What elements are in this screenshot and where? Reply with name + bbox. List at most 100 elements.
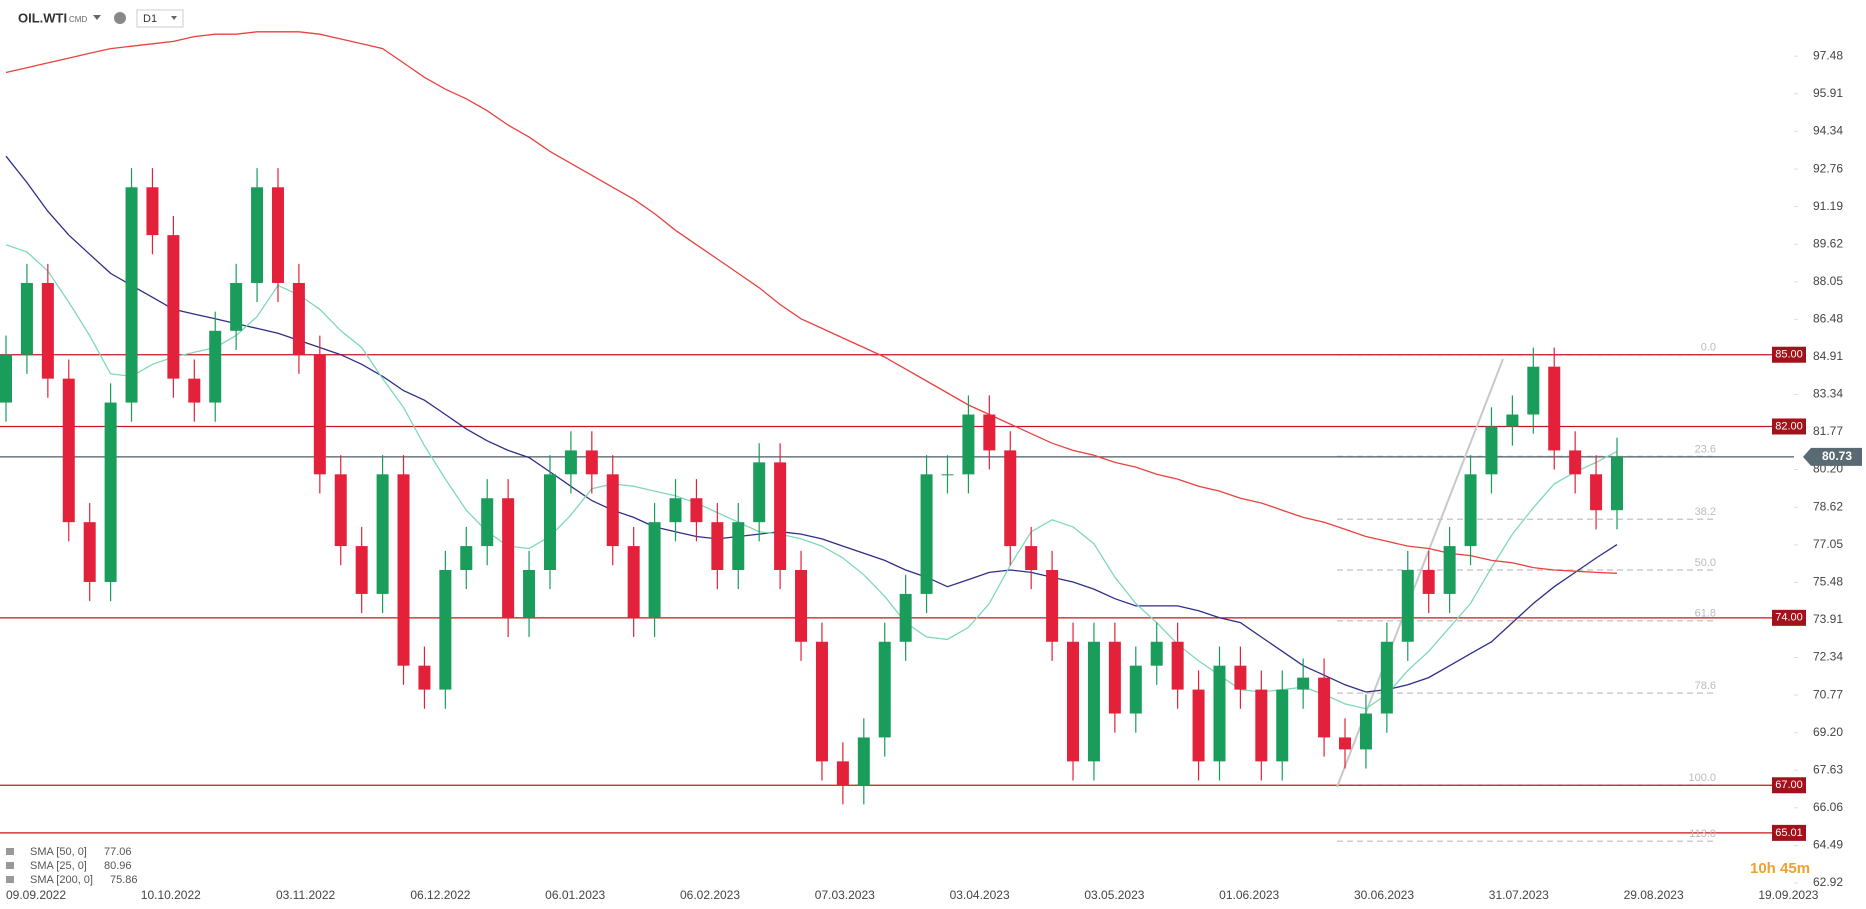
candle-body bbox=[1067, 641, 1080, 762]
y-tick-label: 70.77 bbox=[1813, 687, 1843, 701]
candle-body bbox=[167, 235, 180, 379]
candle-body bbox=[481, 498, 494, 547]
y-tick-label: 83.34 bbox=[1813, 387, 1843, 401]
candle-body bbox=[1443, 546, 1456, 594]
y-tick-label: 75.48 bbox=[1813, 575, 1843, 589]
fib-ratio: 23.6 bbox=[1695, 443, 1716, 455]
fib-ratio: 113.0 bbox=[1689, 828, 1716, 840]
x-tick-label: 09.09.2022 bbox=[6, 888, 66, 902]
x-tick-label: 03.05.2023 bbox=[1084, 888, 1144, 902]
candle-body bbox=[732, 522, 745, 571]
candle-body bbox=[1108, 641, 1121, 714]
level-label-box bbox=[1772, 609, 1806, 626]
candle-body bbox=[1087, 641, 1100, 762]
candle-body bbox=[1192, 689, 1205, 762]
candle-body bbox=[753, 462, 766, 523]
candle-body bbox=[1129, 665, 1142, 714]
interval-dropdown[interactable] bbox=[171, 16, 177, 20]
candle-body bbox=[460, 546, 473, 571]
candle-body bbox=[983, 414, 996, 451]
fib-ratio: 61.8 bbox=[1695, 608, 1716, 620]
level-label-box bbox=[1772, 777, 1806, 794]
current-price-label: 80.73 bbox=[1822, 449, 1852, 463]
level-label-box bbox=[1772, 824, 1806, 841]
candle-body bbox=[669, 498, 682, 523]
candle-body bbox=[690, 498, 703, 523]
y-tick-label: 88.05 bbox=[1813, 274, 1843, 288]
candle-body bbox=[857, 737, 870, 786]
candle-body bbox=[1150, 641, 1163, 666]
candle-body bbox=[271, 187, 284, 283]
y-tick-label: 86.48 bbox=[1813, 311, 1843, 325]
candle-body bbox=[83, 522, 96, 582]
candle-body bbox=[334, 474, 347, 547]
x-tick-label: 29.08.2023 bbox=[1624, 888, 1684, 902]
fib-ratio: 0.0 bbox=[1701, 342, 1716, 354]
interval-box[interactable] bbox=[136, 9, 184, 28]
candle-body bbox=[1213, 665, 1226, 762]
x-tick-label: 06.01.2023 bbox=[545, 888, 605, 902]
interval[interactable]: D1 bbox=[143, 13, 157, 25]
candle-body bbox=[1318, 677, 1331, 738]
candle-body bbox=[774, 462, 787, 571]
candle-body bbox=[836, 761, 849, 786]
candle-body bbox=[920, 474, 933, 594]
legend-icon bbox=[6, 862, 14, 869]
candle-body bbox=[376, 474, 389, 594]
candle-body bbox=[188, 378, 201, 403]
level-label: 82.00 bbox=[1775, 420, 1803, 432]
legend-icon bbox=[6, 876, 14, 883]
candle-body bbox=[1422, 570, 1435, 594]
candle-body bbox=[564, 450, 577, 475]
legend-value: 80.96 bbox=[104, 860, 132, 872]
candle-body bbox=[20, 282, 33, 355]
countdown: 10h 45m bbox=[1750, 860, 1810, 877]
market: CMD bbox=[69, 15, 87, 24]
x-tick-label: 06.12.2022 bbox=[410, 888, 470, 902]
candle-body bbox=[815, 641, 828, 762]
candle-body bbox=[1171, 641, 1184, 690]
candle-body bbox=[397, 474, 410, 666]
symbol-dropdown[interactable] bbox=[93, 15, 101, 20]
x-tick-label: 06.02.2023 bbox=[680, 888, 740, 902]
candle-body bbox=[1485, 426, 1498, 475]
candle-body bbox=[1276, 689, 1289, 762]
x-tick-label: 10.10.2022 bbox=[141, 888, 201, 902]
legend-icon bbox=[6, 848, 14, 855]
candle-body bbox=[313, 354, 326, 475]
candle-body bbox=[1004, 450, 1017, 547]
candle-body bbox=[1506, 414, 1519, 427]
y-tick-label: 92.76 bbox=[1813, 161, 1843, 175]
candle-body bbox=[418, 665, 431, 690]
info-icon[interactable] bbox=[114, 12, 126, 24]
candle-body bbox=[41, 282, 54, 379]
y-tick-label: 78.62 bbox=[1813, 500, 1843, 514]
candle-body bbox=[627, 546, 640, 618]
x-tick-label: 19.09.2023 bbox=[1758, 888, 1818, 902]
candle-body bbox=[1401, 570, 1414, 642]
x-tick-label: 03.11.2022 bbox=[276, 888, 335, 902]
candle-body bbox=[0, 354, 12, 403]
legend-name: SMA [200, 0] bbox=[30, 874, 93, 886]
fib-ratio: 38.2 bbox=[1695, 506, 1716, 518]
y-tick-label: 72.34 bbox=[1813, 650, 1843, 664]
symbol[interactable]: OIL.WTI bbox=[18, 10, 67, 25]
fib-ratio: 78.6 bbox=[1695, 680, 1716, 692]
x-tick-label: 01.06.2023 bbox=[1219, 888, 1279, 902]
candle-body bbox=[1569, 450, 1582, 475]
y-tick-label: 64.49 bbox=[1813, 837, 1843, 851]
candle-body bbox=[230, 282, 243, 331]
x-tick-label: 03.04.2023 bbox=[950, 888, 1010, 902]
level-label-box bbox=[1772, 346, 1806, 363]
level-label-box bbox=[1772, 418, 1806, 435]
current-price-box bbox=[1803, 447, 1862, 466]
sma-line bbox=[5, 244, 1618, 710]
y-tick-label: 69.20 bbox=[1813, 725, 1843, 739]
candle-body bbox=[1359, 713, 1372, 750]
candle-body bbox=[251, 187, 264, 283]
y-tick-label: 91.19 bbox=[1813, 199, 1843, 213]
y-tick-label: 84.91 bbox=[1813, 349, 1843, 363]
candle-body bbox=[1339, 737, 1352, 750]
